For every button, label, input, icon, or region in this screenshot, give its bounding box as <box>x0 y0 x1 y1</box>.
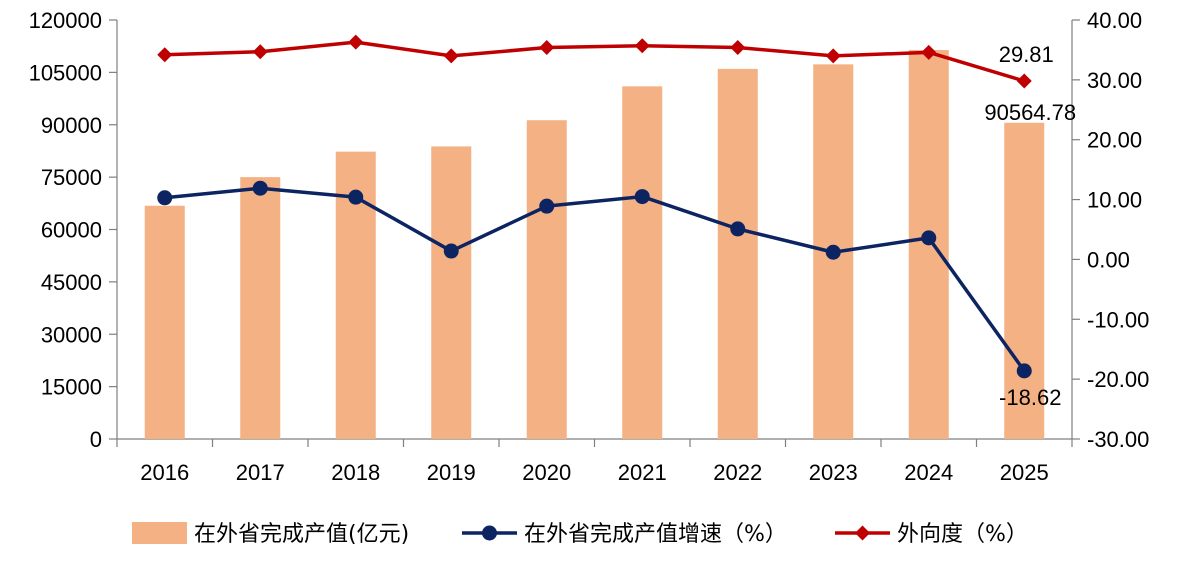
right-tick-label: 30.00 <box>1087 68 1142 93</box>
left-tick-label: 90000 <box>41 113 102 138</box>
left-tick-label: 60000 <box>41 218 102 243</box>
bar-2020 <box>526 120 567 440</box>
left-tick-label: 120000 <box>29 8 102 33</box>
legend-swatch-bar <box>132 522 187 544</box>
outward-point-2023 <box>825 48 841 64</box>
left-tick-label: 105000 <box>29 60 102 85</box>
left-tick-label: 0 <box>90 427 102 452</box>
legend-marker-outward <box>855 525 870 541</box>
growth-point-2016 <box>157 190 173 206</box>
outward-point-2018 <box>348 34 364 50</box>
left-tick-label: 75000 <box>41 165 102 190</box>
data-label: 29.81 <box>999 42 1054 67</box>
x-tick-label: 2023 <box>809 460 858 485</box>
growth-point-2020 <box>539 198 555 214</box>
legend: 在外省完成产值(亿元) 在外省完成产值增速（%） 外向度（%） <box>132 522 1028 547</box>
growth-point-2025 <box>1016 363 1032 379</box>
data-label: 90564.78 <box>984 100 1076 125</box>
outward-point-2024 <box>921 44 937 60</box>
data-label: -18.62 <box>999 385 1061 410</box>
outward-point-2025 <box>1016 73 1032 89</box>
x-tick-label: 2016 <box>140 460 189 485</box>
left-tick-label: 45000 <box>41 270 102 295</box>
x-tick-label: 2020 <box>522 460 571 485</box>
data-labels: 90564.78 -18.62 29.81 <box>984 42 1076 410</box>
x-tick-label: 2021 <box>618 460 667 485</box>
x-tick-label: 2019 <box>427 460 476 485</box>
right-tick-label: -10.00 <box>1087 307 1149 332</box>
bar-2021 <box>622 86 663 439</box>
legend-label-growth: 在外省完成产值增速（%） <box>524 522 787 547</box>
outward-point-2022 <box>730 40 746 56</box>
left-tick-label: 15000 <box>41 375 102 400</box>
bar-2016 <box>144 205 185 439</box>
outward-point-2019 <box>443 48 459 64</box>
right-tick-label: -30.00 <box>1087 427 1149 452</box>
right-tick-label: 40.00 <box>1087 8 1142 33</box>
line-growth <box>164 186 1026 372</box>
x-tick-label: 2025 <box>1000 460 1049 485</box>
x-tick-label: 2018 <box>331 460 380 485</box>
outward-point-2021 <box>634 38 650 54</box>
right-tick-label: 10.00 <box>1087 188 1142 213</box>
legend-label-outward: 外向度（%） <box>897 522 1028 547</box>
growth-point-2023 <box>825 244 841 260</box>
legend-label-bar: 在外省完成产值(亿元) <box>194 522 409 547</box>
x-tick-label: 2024 <box>904 460 953 485</box>
bar-2017 <box>240 177 281 439</box>
growth-point-2019 <box>443 243 459 259</box>
growth-point-2018 <box>348 189 364 205</box>
line-series <box>157 34 1032 379</box>
right-tick-label: -20.00 <box>1087 367 1149 392</box>
left-tick-label: 30000 <box>41 322 102 347</box>
bar-series <box>144 50 1045 440</box>
bar-2019 <box>431 146 472 440</box>
legend-marker-growth <box>482 525 497 541</box>
growth-point-2024 <box>921 230 937 246</box>
bar-2025 <box>1004 122 1045 439</box>
outward-point-2016 <box>157 47 173 63</box>
right-tick-label: 0.00 <box>1087 247 1130 272</box>
outward-point-2017 <box>252 44 268 60</box>
bar-2022 <box>717 68 758 439</box>
growth-point-2017 <box>252 180 268 196</box>
x-tick-label: 2022 <box>713 460 762 485</box>
outward-point-2020 <box>539 40 555 56</box>
x-tick-label: 2017 <box>236 460 285 485</box>
line-outward-degree <box>164 40 1025 83</box>
growth-point-2021 <box>634 189 650 205</box>
right-tick-label: 20.00 <box>1087 128 1142 153</box>
axes: 0 15000 30000 45000 60000 75000 90000 105000 120… <box>29 8 1150 485</box>
growth-point-2022 <box>730 221 746 237</box>
